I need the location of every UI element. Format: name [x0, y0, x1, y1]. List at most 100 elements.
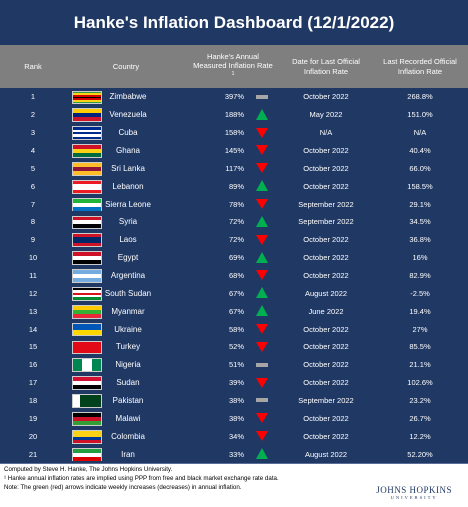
header-row: Rank Country Hanke's Annual Measured Infla…: [0, 45, 468, 88]
official-date: October 2022: [303, 235, 349, 245]
official-rate: 102.6%: [407, 378, 433, 388]
trend-arrow: [256, 251, 268, 263]
country: Lebanon: [112, 181, 144, 191]
flag-stripe: [73, 297, 101, 300]
official-date: August 2022: [304, 288, 348, 298]
flag-stripe: [91, 359, 101, 372]
rank: 6: [30, 181, 36, 191]
table-row: 5 Sri Lanka 117% October 2022 66.0%: [0, 159, 468, 179]
measured-rate: 72%: [228, 235, 244, 245]
flag: [72, 286, 102, 301]
country: Cuba: [118, 128, 138, 138]
flag-stripe: [73, 305, 101, 310]
official-rate: 151.0%: [407, 110, 433, 120]
country: Colombia: [111, 431, 145, 441]
flag-stripe: [73, 220, 101, 225]
official-rate: 23.2%: [409, 395, 431, 405]
flag-stripe: [73, 162, 101, 167]
measured-rate: 158%: [224, 128, 244, 138]
trend-arrow: [256, 145, 268, 156]
measured-rate: 67%: [228, 288, 244, 298]
official-date: October 2022: [303, 181, 349, 191]
flag-stripe: [73, 309, 101, 314]
column-header-label: Hanke's Annual Measured Inflation Rate: [193, 51, 273, 71]
official-rate: 21.1%: [409, 360, 431, 370]
rank: 18: [28, 395, 38, 405]
country: Argentina: [110, 270, 146, 280]
flag: [72, 376, 102, 391]
flag-stripe: [73, 430, 101, 434]
country: Ukraine: [114, 324, 142, 334]
flag-stripe: [73, 416, 101, 421]
trend-arrow: [256, 234, 268, 245]
flag: [72, 233, 102, 248]
logo: JOHNS HOPKINS UNIVERSITY: [376, 485, 452, 500]
official-rate: 29.1%: [409, 199, 431, 209]
table-row: 21 Iran 33% August 2022 52.20%: [0, 445, 468, 464]
trend-arrow: [256, 413, 268, 424]
flag: [72, 429, 102, 444]
official-rate: 85.5%: [409, 342, 431, 352]
table-row: 10 Egypt 69% October 2022 16%: [0, 248, 468, 268]
measured-rate: 78%: [228, 199, 244, 209]
flag: [72, 161, 102, 176]
official-date: September 2022: [298, 199, 354, 209]
flag-stripe: [73, 98, 101, 100]
flag-stripe: [73, 234, 101, 238]
rank: 3: [30, 128, 36, 138]
flag-stripe: [73, 287, 101, 291]
official-rate: 36.8%: [409, 235, 431, 245]
flag-stripe: [73, 91, 101, 94]
flag: [72, 358, 102, 373]
trend-indicator: [256, 413, 268, 424]
trend-indicator: [256, 362, 268, 367]
official-date: October 2022: [303, 342, 349, 352]
trend-indicator: [256, 431, 268, 442]
rank: 1: [30, 92, 36, 102]
country: Turkey: [115, 342, 141, 352]
flag-stripe: [73, 277, 101, 282]
column-header: Date for Last Official Inflation Rate: [280, 45, 372, 88]
measured-rate: 38%: [228, 395, 244, 405]
measured-rate: 68%: [228, 270, 244, 280]
flag: [72, 251, 102, 266]
official-rate: -2.5%: [410, 288, 430, 298]
official-date: September 2022: [298, 395, 354, 405]
table-row: 6 Lebanon 89% October 2022 158.5%: [0, 177, 468, 197]
trend-arrow: [256, 127, 268, 138]
column-header: Country: [66, 45, 186, 88]
official-rate: N/A: [413, 128, 427, 138]
flag: [72, 90, 102, 105]
flag-stripe: [73, 395, 80, 407]
flag-stripe: [73, 260, 101, 265]
column-header-text: Rank: [24, 62, 42, 72]
measured-rate: 58%: [228, 324, 244, 334]
rank: 17: [28, 378, 38, 388]
flag-stripe: [73, 127, 101, 130]
trend-arrow: [256, 270, 268, 281]
flag-stripe: [73, 323, 101, 330]
trend-arrow: [256, 377, 268, 388]
country: Nigeria: [115, 360, 141, 370]
flag: [72, 269, 102, 283]
flag-stripe: [73, 381, 101, 386]
table-row: 14 Ukraine 58% October 2022 27%: [0, 320, 468, 339]
flag-stripe: [73, 412, 101, 417]
table-row: 7 Sierra Leone 78% September 2022 29.1%: [0, 195, 468, 214]
flag-stripe: [73, 456, 101, 461]
rank: 14: [28, 324, 38, 334]
flag-stripe: [73, 131, 101, 135]
table-row: 20 Colombia 34% October 2022 12.2%: [0, 427, 468, 447]
flag-stripe: [73, 243, 101, 247]
flag-stripe: [73, 452, 101, 457]
flag: [72, 144, 102, 158]
column-header-text: Country: [113, 62, 139, 72]
trend-indicator: [256, 287, 268, 299]
trend-arrow: [256, 431, 268, 442]
footnote: Note: The green (red) arrows indicate we…: [4, 484, 242, 491]
official-rate: 52.20%: [407, 449, 433, 459]
trend-arrow: [256, 199, 268, 210]
flag-stripe: [73, 198, 101, 203]
flag-stripe: [73, 180, 101, 184]
rank: 5: [30, 163, 36, 173]
